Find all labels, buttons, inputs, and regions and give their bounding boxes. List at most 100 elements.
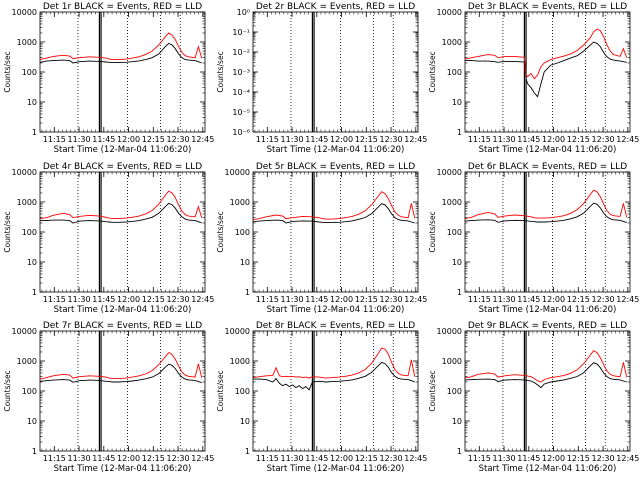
y-tick-label: 10000: [437, 168, 462, 177]
y-tick-label: 10: [27, 98, 37, 107]
panel-title: Det 1r BLACK = Events, RED = LLD: [43, 2, 202, 12]
x-axis-label: Start Time (12-Mar-04 11:06:20): [267, 145, 405, 155]
y-axis-label: Counts/sec: [3, 51, 12, 92]
x-tick-label: 12:30: [167, 295, 190, 304]
detector-panel-5: Det 5r BLACK = Events, RED = LLD 1 10 100 10…: [216, 162, 427, 315]
x-tick-label: 12:00: [542, 135, 565, 144]
y-tick-label: 10: [452, 417, 462, 426]
x-axis-label: Start Time (12-Mar-04 11:06:20): [479, 464, 617, 474]
x-tick-label: 12:30: [592, 454, 615, 463]
y-tick-label: 10⁻³: [232, 68, 250, 77]
x-tick-label: 12:45: [191, 295, 214, 304]
x-tick-label: 11:15: [43, 135, 66, 144]
x-tick-label: 11:45: [92, 295, 115, 304]
series-lld: [252, 191, 416, 221]
series-lld: [464, 28, 628, 80]
x-axis-label: Start Time (12-Mar-04 11:06:20): [54, 145, 192, 155]
y-tick-label: 100: [235, 228, 250, 237]
panel-title: Det 5r BLACK = Events, RED = LLD: [256, 162, 415, 172]
x-tick-label: 12:15: [142, 454, 165, 463]
y-tick-label: 10⁻⁴: [232, 88, 250, 97]
y-axis-label: Counts/sec: [428, 51, 437, 92]
panel-title: Det 9r BLACK = Events, RED = LLD: [468, 321, 627, 331]
panel-title: Det 2r BLACK = Events, RED = LLD: [256, 2, 415, 12]
detector-panel-2: Det 2r BLACK = Events, RED = LLD 10⁻⁶ 10⁻⁵…: [216, 2, 427, 155]
y-tick-label: 1000: [442, 198, 462, 207]
x-tick-label: 12:15: [142, 135, 165, 144]
y-axis-label: Counts/sec: [216, 211, 225, 252]
x-tick-label: 11:45: [305, 454, 328, 463]
y-tick-label: 10: [240, 417, 250, 426]
x-tick-label: 12:15: [142, 295, 165, 304]
y-axis-label: Counts/sec: [3, 211, 12, 252]
y-tick-label: 1: [457, 447, 462, 456]
x-tick-label: 11:45: [305, 135, 328, 144]
x-tick-label: 11:15: [256, 454, 279, 463]
x-tick-label: 11:30: [68, 454, 91, 463]
x-tick-label: 12:00: [542, 295, 565, 304]
y-tick-label: 100: [447, 228, 462, 237]
x-tick-label: 11:15: [468, 295, 491, 304]
x-tick-label: 12:15: [355, 135, 378, 144]
x-tick-label: 11:30: [281, 135, 304, 144]
series-events: [39, 42, 202, 64]
x-tick-label: 12:45: [616, 454, 639, 463]
panel-title: Det 8r BLACK = Events, RED = LLD: [256, 321, 415, 331]
x-tick-label: 11:15: [468, 135, 491, 144]
x-tick-label: 12:15: [355, 295, 378, 304]
y-tick-label: 1: [457, 128, 462, 137]
x-tick-label: 12:30: [380, 454, 403, 463]
x-tick-label: 12:45: [404, 454, 427, 463]
y-tick-label: 10⁻²: [232, 48, 250, 57]
y-tick-label: 10000: [225, 327, 250, 336]
series-lld: [39, 32, 203, 61]
y-tick-label: 10⁻⁶: [232, 128, 250, 137]
y-tick-label: 1: [457, 288, 462, 297]
y-tick-label: 10⁻¹: [232, 28, 250, 37]
y-tick-label: 10000: [437, 8, 462, 17]
y-tick-label: 100: [22, 387, 37, 396]
y-tick-label: 1: [245, 288, 250, 297]
series-events: [39, 363, 202, 384]
x-tick-label: 11:30: [493, 295, 516, 304]
y-tick-label: 100: [235, 387, 250, 396]
x-tick-label: 12:00: [330, 135, 353, 144]
series-lld: [464, 189, 628, 220]
y-tick-label: 10: [27, 258, 37, 267]
detector-panel-8: Det 8r BLACK = Events, RED = LLD 1 10 100 10…: [216, 321, 427, 474]
y-tick-label: 1: [245, 447, 250, 456]
series-lld: [252, 347, 416, 379]
y-tick-label: 10: [240, 258, 250, 267]
x-tick-label: 11:30: [493, 454, 516, 463]
x-tick-label: 12:45: [191, 454, 214, 463]
x-axis-label: Start Time (12-Mar-04 11:06:20): [267, 305, 405, 315]
y-tick-label: 1000: [230, 357, 250, 366]
y-tick-label: 10000: [437, 327, 462, 336]
x-tick-label: 12:00: [542, 454, 565, 463]
x-tick-label: 11:45: [92, 454, 115, 463]
y-tick-label: 10: [27, 417, 37, 426]
x-tick-label: 11:15: [43, 295, 66, 304]
detector-panel-1: Det 1r BLACK = Events, RED = LLD 1 10 100 10…: [3, 2, 214, 155]
y-tick-label: 1000: [442, 38, 462, 47]
x-tick-label: 12:30: [167, 135, 190, 144]
y-tick-label: 10000: [12, 327, 37, 336]
y-tick-label: 10000: [225, 168, 250, 177]
y-tick-label: 1000: [17, 198, 37, 207]
y-tick-label: 1: [32, 288, 37, 297]
x-axis-label: Start Time (12-Mar-04 11:06:20): [54, 464, 192, 474]
x-tick-label: 12:45: [616, 295, 639, 304]
series-lld: [464, 350, 628, 383]
y-tick-label: 1000: [442, 357, 462, 366]
y-tick-label: 1: [32, 447, 37, 456]
y-tick-label: 100: [22, 228, 37, 237]
x-tick-label: 12:30: [592, 135, 615, 144]
x-tick-label: 11:30: [493, 135, 516, 144]
x-tick-label: 11:30: [68, 295, 91, 304]
y-tick-label: 10: [452, 258, 462, 267]
x-tick-label: 12:00: [330, 295, 353, 304]
y-axis-label: Counts/sec: [216, 370, 225, 411]
panel-title: Det 4r BLACK = Events, RED = LLD: [43, 162, 202, 172]
y-axis-label: Counts/sec: [216, 51, 225, 92]
